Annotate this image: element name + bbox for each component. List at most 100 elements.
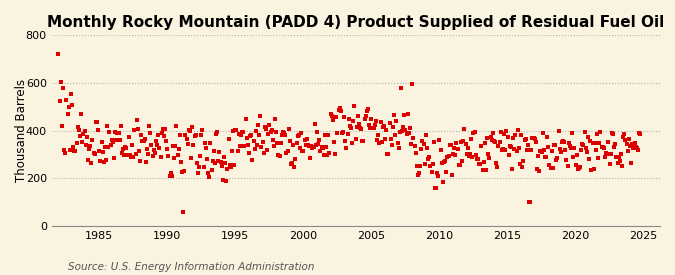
Point xyxy=(88,150,99,155)
Point xyxy=(97,150,108,154)
Point xyxy=(342,132,353,137)
Point xyxy=(602,152,613,156)
Point xyxy=(261,127,271,131)
Point xyxy=(589,141,600,145)
Point xyxy=(189,134,200,138)
Point xyxy=(469,130,480,134)
Point xyxy=(441,170,452,175)
Point xyxy=(587,141,598,145)
Point xyxy=(508,136,518,141)
Point xyxy=(192,161,202,165)
Point xyxy=(599,155,610,160)
Point xyxy=(184,129,195,133)
Point xyxy=(360,114,371,118)
Point xyxy=(61,98,72,102)
Point xyxy=(327,118,338,122)
Point xyxy=(75,134,86,138)
Point xyxy=(79,129,90,133)
Point xyxy=(519,137,530,142)
Point xyxy=(198,165,209,169)
Point xyxy=(67,103,78,108)
Point xyxy=(448,152,458,156)
Point xyxy=(99,145,110,149)
Point xyxy=(610,142,620,147)
Point xyxy=(313,141,323,146)
Point xyxy=(109,156,119,160)
Point xyxy=(594,141,605,145)
Point xyxy=(159,133,169,138)
Point xyxy=(281,151,292,155)
Point xyxy=(57,123,68,128)
Point xyxy=(151,139,161,143)
Point xyxy=(536,150,547,154)
Point xyxy=(418,142,429,146)
Point xyxy=(99,160,109,164)
Point xyxy=(589,167,599,171)
Point xyxy=(319,153,329,157)
Point xyxy=(567,131,578,136)
Point xyxy=(344,117,354,121)
Point xyxy=(396,86,406,90)
Point xyxy=(82,157,93,162)
Point xyxy=(129,128,140,132)
Point xyxy=(286,162,296,166)
Point xyxy=(560,147,571,152)
Point xyxy=(192,171,203,175)
Point xyxy=(115,123,126,128)
Point xyxy=(562,164,573,168)
Point xyxy=(520,136,531,141)
Point xyxy=(68,144,78,149)
Point xyxy=(297,148,308,153)
Point xyxy=(634,132,645,137)
Point xyxy=(334,106,345,110)
Point xyxy=(206,168,217,172)
Point xyxy=(545,166,556,170)
Point xyxy=(495,130,506,134)
Point xyxy=(502,135,513,139)
Point xyxy=(614,159,625,163)
Point xyxy=(121,145,132,150)
Point xyxy=(531,140,541,144)
Point xyxy=(437,180,448,184)
Point xyxy=(491,160,502,165)
Point xyxy=(628,145,639,150)
Point xyxy=(188,143,199,147)
Point xyxy=(138,139,149,144)
Point xyxy=(200,146,211,150)
Point xyxy=(397,129,408,134)
Y-axis label: Thousand Barrels: Thousand Barrels xyxy=(15,79,28,182)
Point xyxy=(483,152,493,157)
Point xyxy=(435,148,446,152)
Point xyxy=(306,144,317,148)
Point xyxy=(257,140,268,144)
Point xyxy=(130,152,141,156)
Point xyxy=(325,112,336,116)
Point xyxy=(521,148,532,152)
Point xyxy=(352,114,363,119)
Point xyxy=(340,138,351,143)
Point xyxy=(171,124,182,128)
Point xyxy=(284,126,294,131)
Point xyxy=(122,153,133,157)
Point xyxy=(612,161,623,165)
Point xyxy=(57,86,68,90)
Point xyxy=(596,145,607,149)
Point xyxy=(215,160,226,164)
Point xyxy=(496,148,507,152)
Point xyxy=(436,161,447,165)
Point xyxy=(147,154,158,158)
Point xyxy=(80,143,91,147)
Point xyxy=(551,158,562,162)
Point xyxy=(316,145,327,150)
Point xyxy=(414,171,425,175)
Point xyxy=(224,163,235,167)
Point xyxy=(144,123,155,128)
Point xyxy=(154,145,165,150)
Point xyxy=(379,137,390,141)
Point xyxy=(179,169,190,173)
Point xyxy=(90,120,101,124)
Point xyxy=(262,148,273,153)
Point xyxy=(407,82,418,86)
Point xyxy=(167,174,178,178)
Point xyxy=(459,126,470,131)
